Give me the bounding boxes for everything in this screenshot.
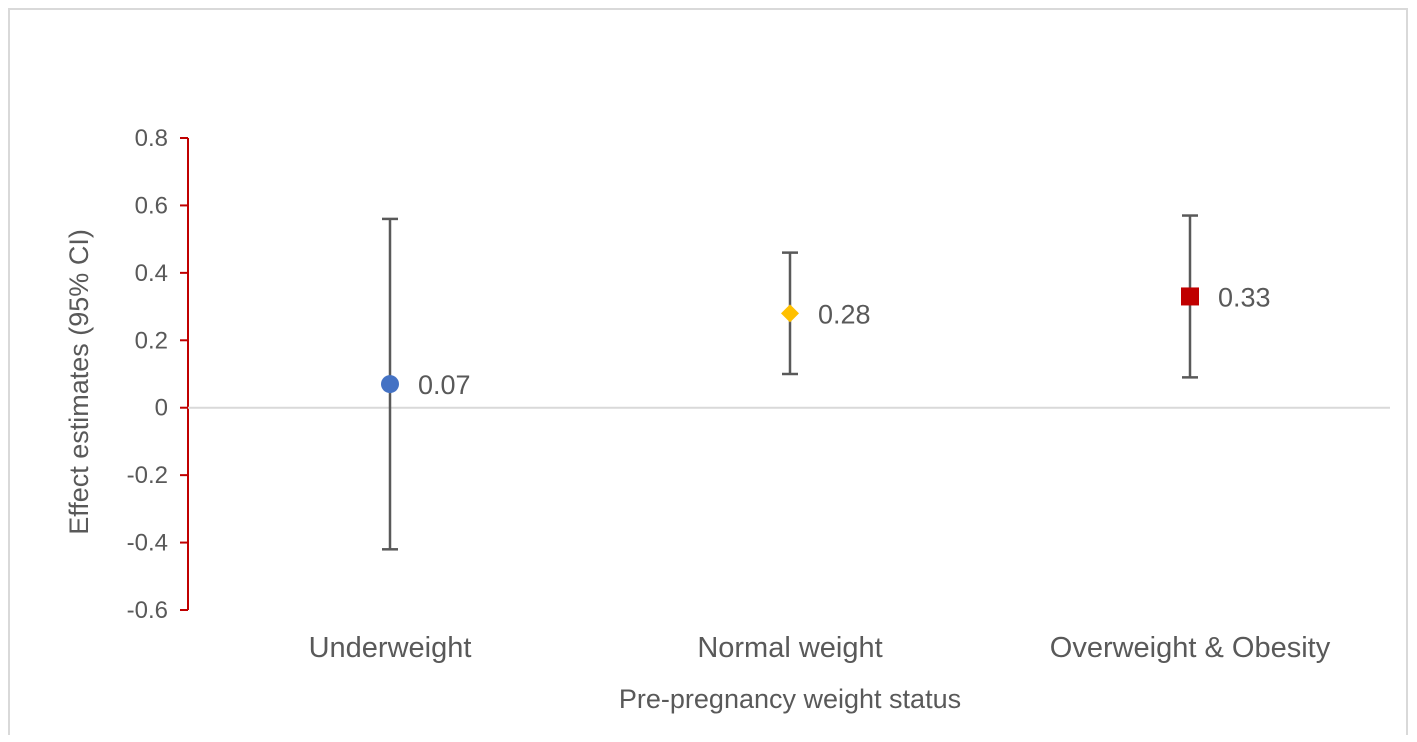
data-label: 0.28 bbox=[818, 299, 871, 329]
data-point-group: 0.33 bbox=[1181, 214, 1271, 379]
estimate-marker-circle bbox=[381, 375, 399, 394]
y-axis: 0.8 0.6 0.4 0.2 0 -0.2 -0.4 -0.6 bbox=[127, 125, 189, 624]
x-axis-title: Pre-pregnancy weight status bbox=[619, 684, 961, 714]
y-tick-label: -0.6 bbox=[127, 597, 168, 624]
y-tick-label: 0.2 bbox=[135, 327, 168, 354]
data-points: 0.07 0.28 0.33 bbox=[381, 214, 1271, 551]
effect-estimate-chart: 0.8 0.6 0.4 0.2 0 -0.2 -0.4 -0.6 0.07 0.28 0.33 U… bbox=[64, 125, 1390, 714]
data-label: 0.33 bbox=[1218, 282, 1271, 312]
chart-frame: 0.8 0.6 0.4 0.2 0 -0.2 -0.4 -0.6 0.07 0.28 0.33 U… bbox=[8, 8, 1408, 735]
data-point-group: 0.28 bbox=[781, 251, 871, 376]
x-category-label: Normal weight bbox=[697, 632, 882, 664]
x-axis-labels: Underweight Normal weight Overweight & Obe… bbox=[309, 632, 1331, 664]
y-tick-label: 0 bbox=[155, 395, 168, 422]
y-tick-label: 0.4 bbox=[135, 260, 168, 287]
x-category-label: Underweight bbox=[309, 632, 472, 664]
estimate-marker-diamond bbox=[781, 304, 799, 323]
y-tick-label: 0.8 bbox=[135, 125, 168, 152]
y-tick-label: 0.6 bbox=[135, 192, 168, 219]
y-axis-title: Effect estimates (95% CI) bbox=[64, 229, 94, 535]
estimate-marker-square bbox=[1181, 287, 1199, 306]
data-label: 0.07 bbox=[418, 370, 471, 400]
data-point-group: 0.07 bbox=[381, 217, 471, 551]
y-tick-label: -0.2 bbox=[127, 462, 168, 489]
x-category-label: Overweight & Obesity bbox=[1050, 632, 1331, 664]
y-tick-label: -0.4 bbox=[127, 530, 168, 557]
